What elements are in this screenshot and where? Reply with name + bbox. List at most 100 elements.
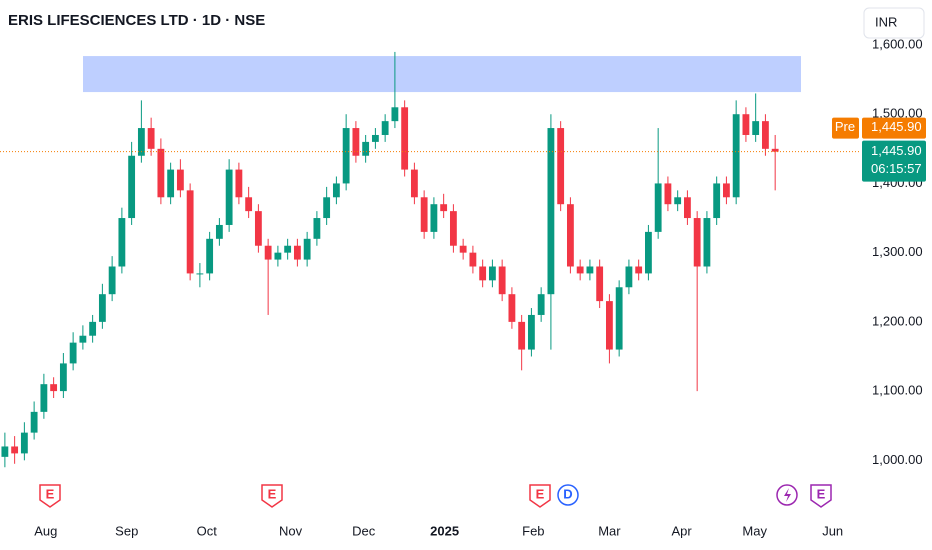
candle-body (215, 224, 223, 239)
x-tick-label: Oct (197, 523, 218, 538)
candle-body (313, 218, 321, 239)
candle-body (79, 335, 87, 343)
event-icon (261, 484, 283, 508)
candle-body (225, 169, 233, 225)
candle-body (108, 266, 116, 295)
candle-body (342, 128, 350, 184)
event-icon (39, 484, 61, 508)
candle-body (69, 342, 77, 364)
candle-body (381, 121, 389, 135)
candle-body (762, 121, 769, 149)
candle-body (488, 266, 496, 281)
candle-body (420, 197, 428, 232)
candle-body (723, 183, 730, 198)
candle-body (303, 238, 311, 260)
candle-body (459, 245, 467, 253)
event-icon (529, 484, 551, 508)
candle-body (440, 204, 448, 212)
y-tick-label: 1,200.00 (872, 313, 923, 328)
y-tick-label: 1,100.00 (872, 383, 923, 398)
y-tick-label: 1,600.00 (872, 36, 923, 51)
candle-body (157, 148, 165, 198)
candle-body (147, 128, 155, 149)
currency-label: INR (875, 14, 897, 29)
candle-body (684, 197, 691, 219)
candle-body (59, 363, 67, 392)
candle-body (371, 134, 379, 142)
candle-body (430, 204, 438, 232)
candle-body (245, 197, 253, 212)
candle-body (703, 218, 711, 267)
event-marker[interactable]: E (39, 484, 61, 508)
zone (83, 56, 801, 93)
candle-body (293, 245, 301, 260)
candle-body (742, 114, 750, 135)
candle-body (615, 287, 623, 350)
event-icon (557, 484, 579, 506)
candle-body (284, 245, 292, 253)
candle-body (771, 148, 779, 152)
candle-body (254, 211, 262, 246)
pre-price-bg (862, 117, 926, 139)
x-tick-label: Jun (822, 523, 843, 538)
event-marker[interactable]: E (529, 484, 551, 508)
x-tick-label: Feb (522, 523, 544, 538)
candle-body (713, 183, 721, 219)
candle-body (323, 197, 331, 219)
event-marker[interactable]: D (557, 484, 579, 506)
y-tick-label: 1,300.00 (872, 244, 923, 259)
event-label: E (268, 486, 277, 501)
candle-body (274, 252, 282, 260)
x-tick-label: 2025 (430, 523, 459, 538)
candle-body (20, 432, 28, 454)
candle-body (410, 169, 418, 198)
candle-body (332, 183, 340, 198)
candle-body (50, 384, 58, 392)
candle-body (557, 128, 565, 205)
candle-body (527, 314, 535, 350)
x-tick-label: Nov (279, 523, 303, 538)
candle-body (186, 190, 194, 274)
event-label: E (46, 486, 55, 501)
lightning-event (776, 484, 798, 506)
candle-body (625, 266, 633, 288)
pre-tag: Pre (835, 119, 855, 134)
chart-title: ERIS LIFESCIENCES LTD · 1D · NSE (8, 12, 265, 29)
candle-body (98, 294, 106, 322)
candle-body (566, 204, 574, 267)
candle-body (89, 321, 97, 336)
candle-body (118, 218, 126, 267)
candle-body (508, 294, 516, 322)
candle-body (176, 169, 184, 191)
candle-body (547, 128, 555, 295)
candle-body (576, 266, 584, 274)
y-tick-label: 1,000.00 (872, 452, 923, 467)
candle-body (11, 446, 19, 454)
candle-body (674, 197, 682, 205)
event-label: D (563, 486, 572, 501)
candle-body (537, 294, 545, 315)
candle-body (732, 114, 740, 198)
x-tick-label: Sep (115, 523, 138, 538)
candle-body (196, 273, 204, 275)
candle-body (449, 211, 457, 246)
event-marker[interactable]: E (261, 484, 283, 508)
candle-body (586, 266, 594, 274)
x-tick-label: Dec (352, 523, 376, 538)
currency-button[interactable] (863, 7, 925, 39)
candle-body (206, 238, 214, 274)
candle-body (401, 107, 409, 170)
candle-body (654, 183, 662, 232)
event-marker[interactable]: E (810, 484, 832, 508)
event-label: E (536, 486, 545, 501)
x-tick-label: Mar (598, 523, 621, 538)
candle-body (40, 384, 48, 412)
candle-body (235, 169, 243, 198)
x-tick-label: May (742, 523, 767, 538)
candle-body (128, 155, 136, 219)
x-tick-label: Apr (671, 523, 692, 538)
x-tick-label: Aug (34, 523, 57, 538)
pre-tag-bg (832, 117, 859, 139)
last-price-label: 1,445.90 (871, 143, 922, 158)
